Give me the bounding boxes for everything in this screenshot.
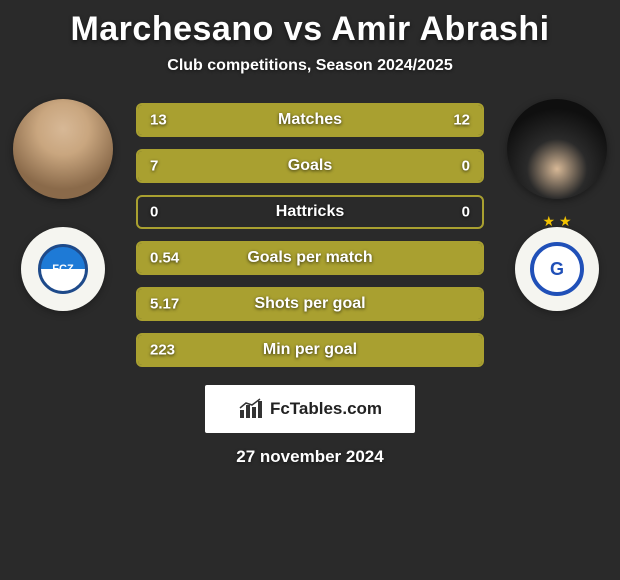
branding-chart-icon	[238, 398, 264, 420]
stat-value-left: 7	[150, 158, 158, 175]
stat-label: Hattricks	[276, 203, 344, 221]
infographic-container: Marchesano vs Amir Abrashi Club competit…	[0, 0, 620, 467]
player-left-column: FCZ	[8, 99, 118, 311]
stats-column: 13 12 Matches 7 0 Goals 0 0 Hattricks 0.54 Goals p…	[118, 99, 502, 367]
stat-label: Matches	[278, 111, 342, 129]
club-right-code: G	[550, 259, 564, 280]
stat-label: Goals	[288, 157, 332, 175]
stat-value-left: 0.54	[150, 250, 179, 267]
stat-value-left: 0	[150, 204, 158, 221]
date-label: 27 november 2024	[0, 447, 620, 467]
stat-label: Goals per match	[247, 249, 372, 267]
stat-label: Shots per goal	[254, 295, 365, 313]
branding-badge[interactable]: FcTables.com	[205, 385, 415, 433]
stat-value-left: 13	[150, 112, 167, 129]
stat-bar: 5.17 Shots per goal	[136, 287, 484, 321]
stat-bar: 0 0 Hattricks	[136, 195, 484, 229]
club-right-logo: G	[530, 242, 584, 296]
page-title: Marchesano vs Amir Abrashi	[0, 10, 620, 49]
stat-bar: 0.54 Goals per match	[136, 241, 484, 275]
stat-bar: 7 0 Goals	[136, 149, 484, 183]
club-left-badge: FCZ	[21, 227, 105, 311]
club-left-logo: FCZ	[38, 244, 88, 294]
player-right-avatar	[507, 99, 607, 199]
stat-value-left: 5.17	[150, 296, 179, 313]
page-subtitle: Club competitions, Season 2024/2025	[0, 57, 620, 75]
comparison-row: FCZ 13 12 Matches 7 0 Goals 0 0 Hattricks 0.54 Goa…	[0, 99, 620, 367]
club-right-stars-icon: ★ ★	[543, 213, 572, 230]
stat-value-right: 0	[462, 158, 470, 175]
stat-label: Min per goal	[263, 341, 357, 359]
stat-bar: 13 12 Matches	[136, 103, 484, 137]
stat-value-right: 0	[462, 204, 470, 221]
player-right-column: ★ ★ G	[502, 99, 612, 311]
club-left-code: FCZ	[52, 263, 73, 275]
stat-value-left: 223	[150, 342, 175, 359]
stat-bar: 223 Min per goal	[136, 333, 484, 367]
stat-value-right: 12	[453, 112, 470, 129]
club-right-badge: ★ ★ G	[515, 227, 599, 311]
player-left-avatar	[13, 99, 113, 199]
branding-label: FcTables.com	[270, 399, 382, 419]
